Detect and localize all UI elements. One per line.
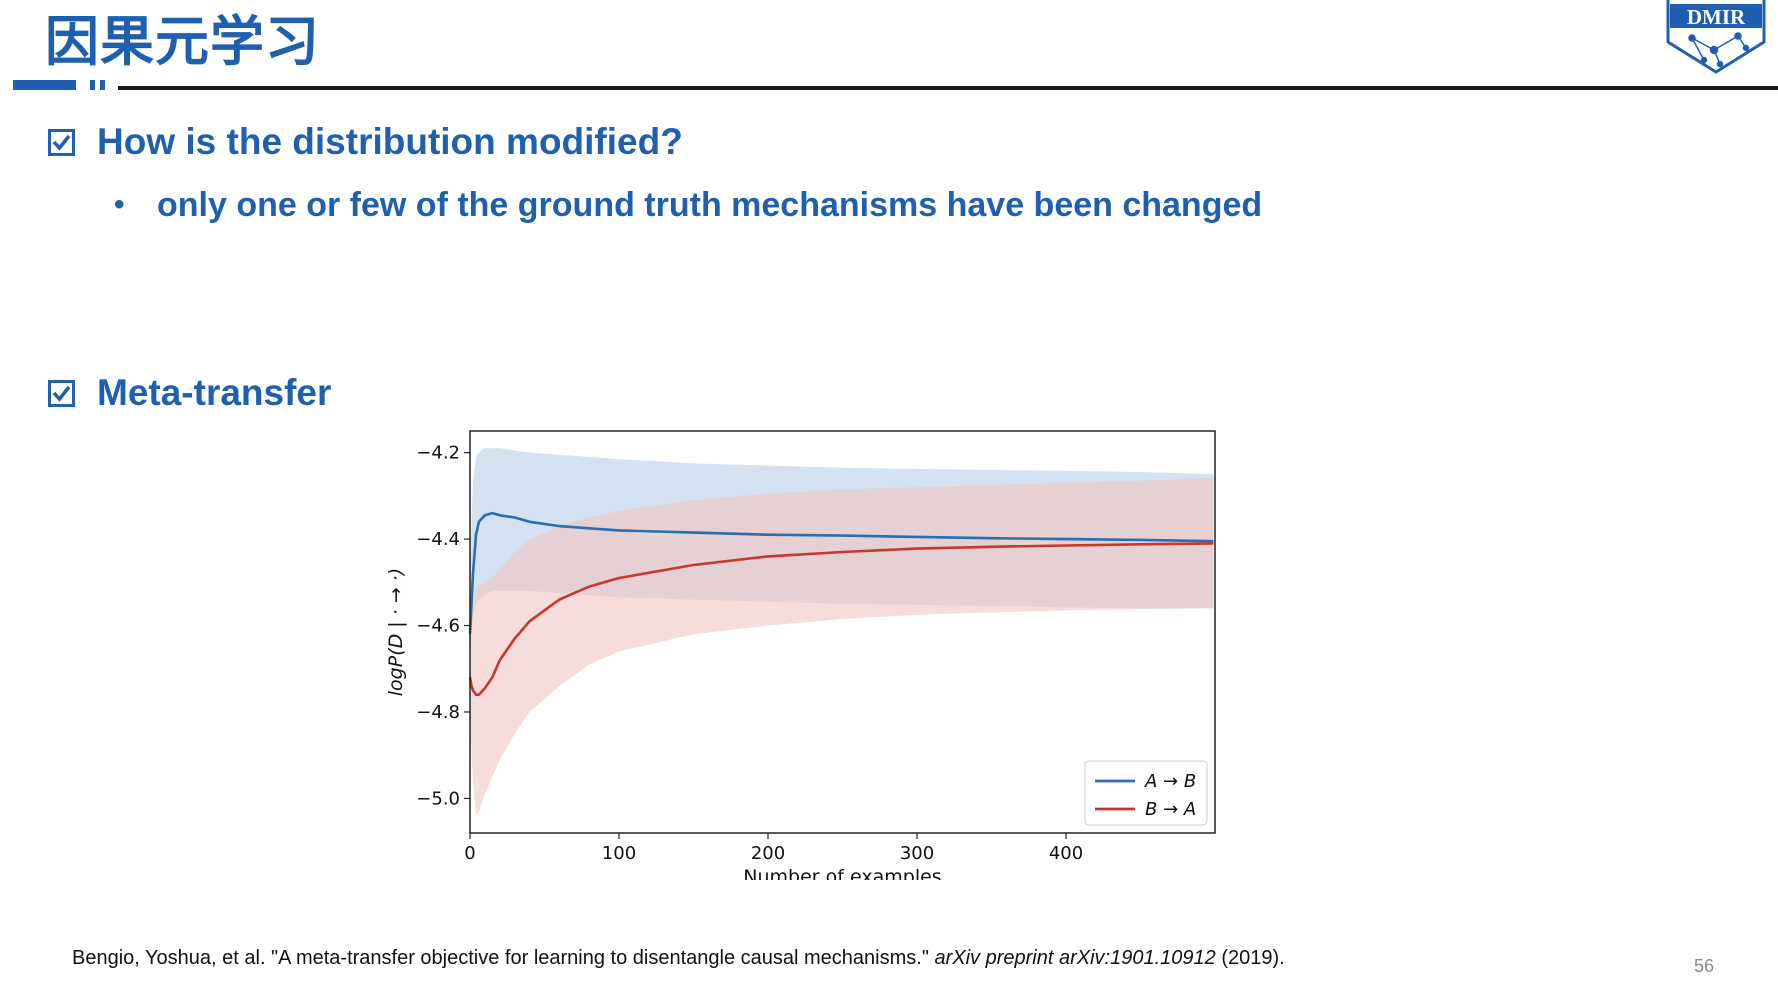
series-lines	[468, 511, 1214, 697]
y-axis-label: logP(D | · → ·)	[385, 568, 407, 696]
y-tick-label: −4.8	[416, 702, 460, 723]
legend-label: A → B	[1144, 771, 1196, 792]
citation-venue: arXiv preprint arXiv:1901.10912	[934, 947, 1216, 969]
page-number: 56	[1694, 956, 1715, 976]
dmir-logo: DMIR	[1666, 0, 1766, 74]
citation-year: (2019).	[1215, 947, 1285, 969]
series-line-a-to-b	[468, 511, 1214, 635]
meta-transfer-chart: −4.2 −4.4 −4.6 −4.8 −5.0 0 100 200 300 400 logP(…	[380, 425, 1240, 888]
citation-main: Bengio, Yoshua, et al. "A meta-transfer …	[72, 947, 935, 969]
y-tick-label: −5.0	[416, 788, 460, 809]
y-tick-label: −4.4	[416, 529, 460, 550]
section-heading: Meta-transfer	[97, 372, 332, 413]
confidence-band-b-to-a	[470, 478, 1214, 816]
title-accent-tick	[100, 80, 105, 90]
y-axis: −4.2 −4.4 −4.6 −4.8 −5.0	[416, 443, 470, 809]
bullet-marker: •	[114, 188, 125, 221]
citation: Bengio, Yoshua, et al. "A meta-transfer …	[72, 946, 1285, 970]
confidence-bands	[470, 448, 1214, 816]
chart-legend: A → B B → A	[1084, 760, 1208, 826]
y-tick-label: −4.2	[416, 443, 460, 464]
section-heading: How is the distribution modified?	[97, 121, 683, 162]
x-tick-label: 100	[602, 843, 636, 864]
x-tick-label: 0	[464, 843, 475, 864]
legend-label: B → A	[1145, 799, 1196, 820]
y-tick-label: −4.6	[416, 616, 460, 637]
plot-frame	[469, 430, 1216, 834]
logo-text: DMIR	[1687, 5, 1746, 29]
chart-svg: −4.2 −4.4 −4.6 −4.8 −5.0 0 100 200 300 400 logP(…	[385, 430, 1216, 888]
title-accent-bar	[13, 80, 76, 90]
x-axis-label: Number of examples	[743, 866, 941, 880]
title-accent-tick	[90, 80, 95, 90]
x-axis: 0 100 200 300 400	[464, 833, 1083, 864]
series-line-b-to-a	[468, 542, 1214, 697]
x-tick-label: 400	[1049, 843, 1083, 864]
slide-title: 因果元学习	[45, 10, 320, 73]
checkbox-checked-icon	[48, 380, 75, 407]
x-tick-label: 200	[751, 843, 785, 864]
title-rule	[118, 86, 1778, 90]
checkbox-checked-icon	[48, 129, 75, 156]
bullet-text: only one or few of the ground truth mech…	[157, 186, 1263, 224]
x-tick-label: 300	[900, 843, 934, 864]
